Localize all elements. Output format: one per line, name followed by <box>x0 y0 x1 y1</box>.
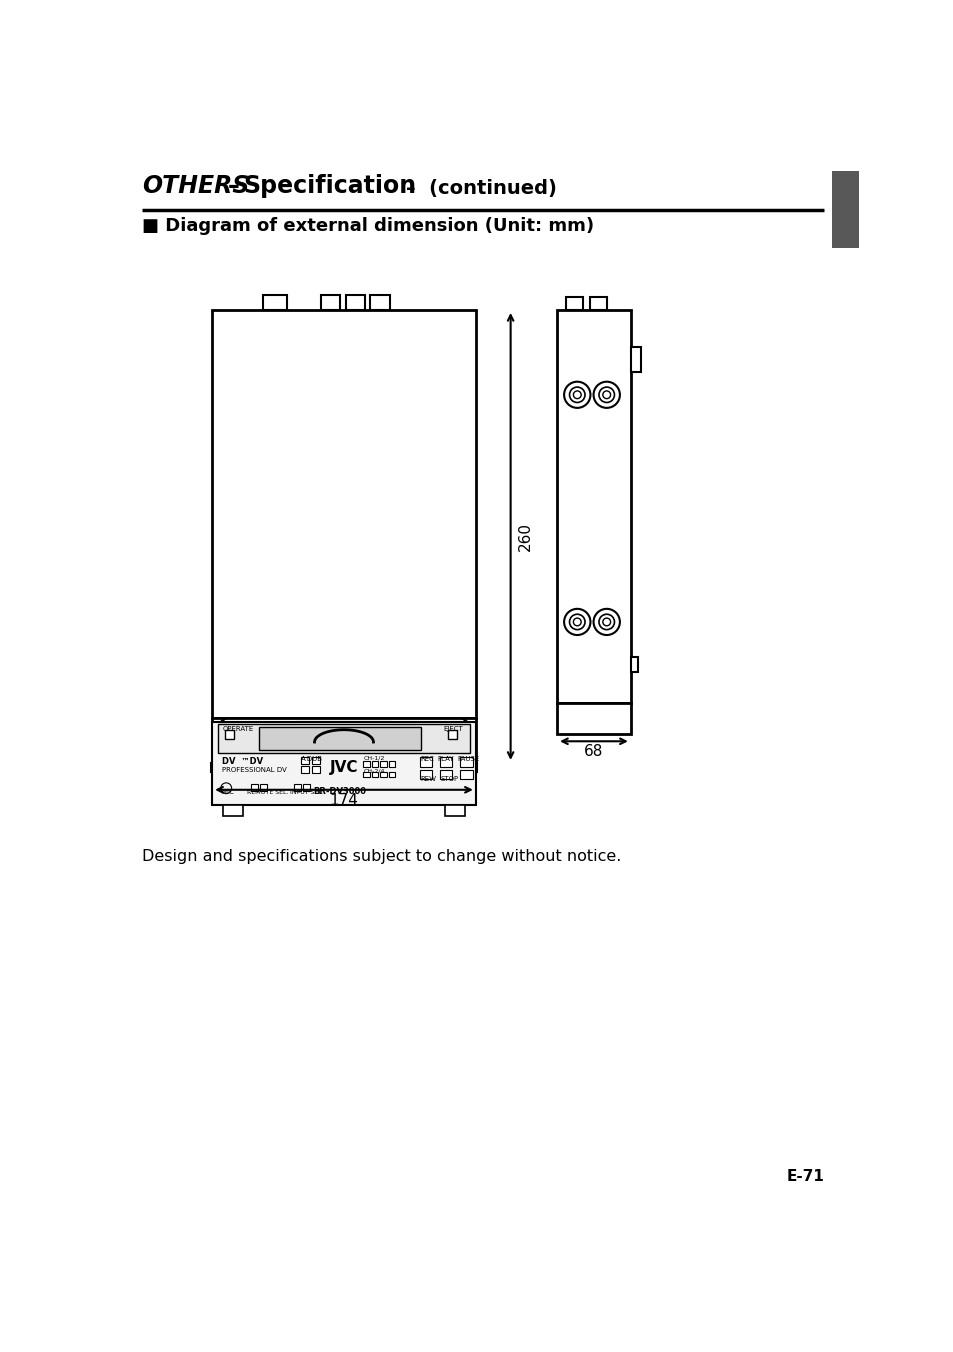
Bar <box>345 295 365 310</box>
Bar <box>223 806 243 817</box>
Text: OTHERS: OTHERS <box>142 174 250 199</box>
Bar <box>370 295 390 310</box>
Bar <box>557 703 630 734</box>
Bar <box>630 347 640 372</box>
Bar <box>372 772 377 777</box>
Bar <box>320 295 340 310</box>
Text: OPERATE: OPERATE <box>223 726 254 731</box>
Text: INPUT SEL.: INPUT SEL. <box>290 790 323 795</box>
Text: BR-DV3000: BR-DV3000 <box>313 787 366 796</box>
Text: –  (continued): – (continued) <box>406 180 557 199</box>
Text: Specification: Specification <box>243 174 416 199</box>
Bar <box>301 757 309 764</box>
Bar <box>419 757 432 767</box>
Text: 260: 260 <box>517 522 533 552</box>
Bar <box>372 761 377 767</box>
Bar <box>224 730 233 740</box>
Text: ■ Diagram of external dimension (Unit: mm): ■ Diagram of external dimension (Unit: m… <box>142 216 594 235</box>
Bar <box>211 763 233 772</box>
Bar <box>218 723 469 753</box>
Text: EJECT: EJECT <box>443 726 462 731</box>
Bar <box>459 769 472 779</box>
Text: MIC: MIC <box>221 790 234 795</box>
Text: REMOTE SEL.: REMOTE SEL. <box>247 790 289 795</box>
Bar <box>212 718 476 763</box>
Bar <box>258 726 421 750</box>
Bar <box>439 769 452 779</box>
Bar <box>262 295 287 310</box>
Text: –: – <box>228 174 248 199</box>
Text: JVC: JVC <box>330 760 358 775</box>
Bar <box>456 763 476 772</box>
Bar <box>389 772 395 777</box>
Text: A.DUB: A.DUB <box>301 756 323 763</box>
Bar <box>251 784 257 791</box>
Bar <box>557 310 630 703</box>
Bar <box>630 657 638 672</box>
Bar <box>566 297 583 310</box>
Bar <box>444 806 464 817</box>
Text: PLAY: PLAY <box>436 756 453 763</box>
Text: E-71: E-71 <box>786 1169 823 1184</box>
Bar <box>447 730 456 740</box>
Bar <box>363 761 369 767</box>
Bar <box>312 757 319 764</box>
Text: DV  ™DV: DV ™DV <box>221 757 262 767</box>
Bar <box>303 784 310 791</box>
Bar <box>459 757 472 767</box>
Bar <box>380 772 386 777</box>
Text: PAUSE: PAUSE <box>456 756 479 763</box>
Bar <box>301 767 309 773</box>
Text: Design and specifications subject to change without notice.: Design and specifications subject to cha… <box>142 849 621 864</box>
Text: REC: REC <box>419 756 434 763</box>
Bar <box>439 757 452 767</box>
Text: CH-1/2: CH-1/2 <box>363 756 384 761</box>
Text: 68: 68 <box>583 745 603 760</box>
Bar <box>212 722 476 806</box>
Bar <box>419 769 432 779</box>
Bar <box>589 297 606 310</box>
Bar <box>312 767 319 773</box>
Bar <box>363 772 369 777</box>
Bar <box>294 784 300 791</box>
Bar <box>260 784 267 791</box>
Bar <box>389 761 395 767</box>
Text: REW: REW <box>419 776 436 781</box>
Text: PROFESSIONAL DV: PROFESSIONAL DV <box>221 767 286 773</box>
Bar <box>380 761 386 767</box>
Text: STOP: STOP <box>439 776 457 781</box>
Bar <box>831 172 858 249</box>
Text: 174: 174 <box>329 792 358 808</box>
Bar <box>297 722 390 763</box>
Bar <box>212 310 476 718</box>
Text: CH-2/4: CH-2/4 <box>363 768 384 773</box>
